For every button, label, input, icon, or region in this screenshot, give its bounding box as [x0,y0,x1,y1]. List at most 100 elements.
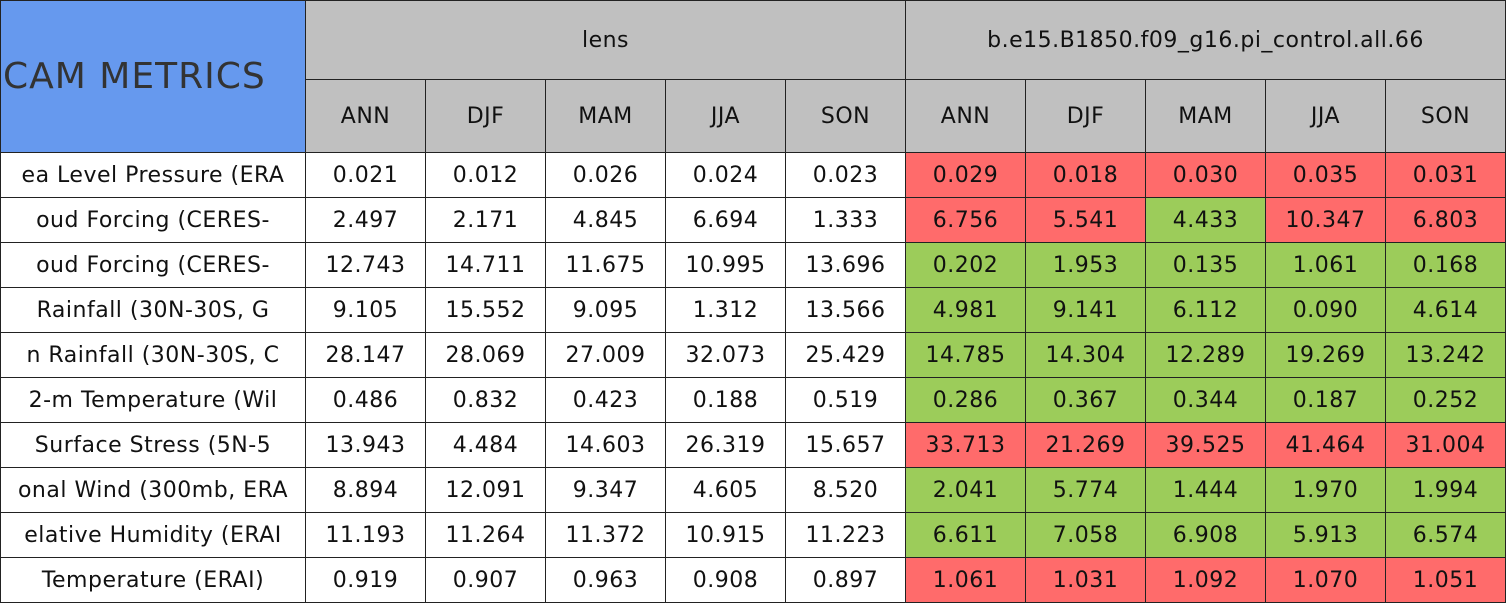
season-header: JJA [1266,80,1386,153]
value-cell: 0.012 [426,153,546,198]
value-cell: 6.611 [906,513,1026,558]
value-cell: 6.803 [1386,198,1506,243]
season-header: DJF [426,80,546,153]
value-cell: 33.713 [906,423,1026,468]
value-cell: 14.603 [546,423,666,468]
value-cell: 9.095 [546,288,666,333]
value-cell: 4.614 [1386,288,1506,333]
row-label: onal Wind (300mb, ERA [0,468,306,513]
value-cell: 0.344 [1146,378,1266,423]
value-cell: 0.135 [1146,243,1266,288]
value-cell: 0.202 [906,243,1026,288]
value-cell: 6.574 [1386,513,1506,558]
value-cell: 0.367 [1026,378,1146,423]
value-cell: 11.223 [786,513,906,558]
value-cell: 0.188 [666,378,786,423]
value-cell: 1.070 [1266,558,1386,603]
value-cell: 14.711 [426,243,546,288]
value-cell: 0.168 [1386,243,1506,288]
value-cell: 9.347 [546,468,666,513]
value-cell: 0.963 [546,558,666,603]
season-header: JJA [666,80,786,153]
value-cell: 11.372 [546,513,666,558]
value-cell: 0.026 [546,153,666,198]
value-cell: 26.319 [666,423,786,468]
value-cell: 0.907 [426,558,546,603]
row-label: oud Forcing (CERES- [0,243,306,288]
value-cell: 0.031 [1386,153,1506,198]
value-cell: 25.429 [786,333,906,378]
season-header: ANN [306,80,426,153]
value-cell: 4.433 [1146,198,1266,243]
value-cell: 0.919 [306,558,426,603]
value-cell: 12.289 [1146,333,1266,378]
row-label: elative Humidity (ERAI [0,513,306,558]
value-cell: 13.696 [786,243,906,288]
value-cell: 0.897 [786,558,906,603]
value-cell: 39.525 [1146,423,1266,468]
value-cell: 4.484 [426,423,546,468]
value-cell: 10.915 [666,513,786,558]
value-cell: 12.743 [306,243,426,288]
value-cell: 1.312 [666,288,786,333]
value-cell: 0.030 [1146,153,1266,198]
value-cell: 1.444 [1146,468,1266,513]
value-cell: 0.024 [666,153,786,198]
value-cell: 14.785 [906,333,1026,378]
value-cell: 31.004 [1386,423,1506,468]
value-cell: 0.023 [786,153,906,198]
value-cell: 6.908 [1146,513,1266,558]
value-cell: 1.953 [1026,243,1146,288]
value-cell: 14.304 [1026,333,1146,378]
value-cell: 1.051 [1386,558,1506,603]
value-cell: 32.073 [666,333,786,378]
value-cell: 0.423 [546,378,666,423]
season-header: SON [786,80,906,153]
row-label: Rainfall (30N-30S, G [0,288,306,333]
row-label: oud Forcing (CERES- [0,198,306,243]
value-cell: 12.091 [426,468,546,513]
season-header: MAM [546,80,666,153]
value-cell: 10.347 [1266,198,1386,243]
value-cell: 1.061 [906,558,1026,603]
title-cell: CAM METRICS [0,0,306,153]
value-cell: 19.269 [1266,333,1386,378]
value-cell: 0.029 [906,153,1026,198]
value-cell: 8.520 [786,468,906,513]
value-cell: 10.995 [666,243,786,288]
value-cell: 0.908 [666,558,786,603]
value-cell: 15.552 [426,288,546,333]
value-cell: 8.894 [306,468,426,513]
value-cell: 0.486 [306,378,426,423]
value-cell: 6.694 [666,198,786,243]
value-cell: 4.845 [546,198,666,243]
row-label: Temperature (ERAI) [0,558,306,603]
value-cell: 1.092 [1146,558,1266,603]
value-cell: 28.069 [426,333,546,378]
value-cell: 5.913 [1266,513,1386,558]
value-cell: 0.286 [906,378,1026,423]
value-cell: 0.519 [786,378,906,423]
value-cell: 5.774 [1026,468,1146,513]
group-header: lens [306,0,906,80]
value-cell: 0.187 [1266,378,1386,423]
value-cell: 4.605 [666,468,786,513]
row-label: 2-m Temperature (Wil [0,378,306,423]
value-cell: 1.061 [1266,243,1386,288]
value-cell: 13.242 [1386,333,1506,378]
value-cell: 28.147 [306,333,426,378]
value-cell: 13.566 [786,288,906,333]
value-cell: 1.970 [1266,468,1386,513]
value-cell: 13.943 [306,423,426,468]
row-label: Surface Stress (5N-5 [0,423,306,468]
value-cell: 11.675 [546,243,666,288]
value-cell: 6.112 [1146,288,1266,333]
value-cell: 1.031 [1026,558,1146,603]
value-cell: 1.994 [1386,468,1506,513]
value-cell: 2.497 [306,198,426,243]
value-cell: 4.981 [906,288,1026,333]
value-cell: 0.021 [306,153,426,198]
row-label: ea Level Pressure (ERA [0,153,306,198]
season-header: MAM [1146,80,1266,153]
